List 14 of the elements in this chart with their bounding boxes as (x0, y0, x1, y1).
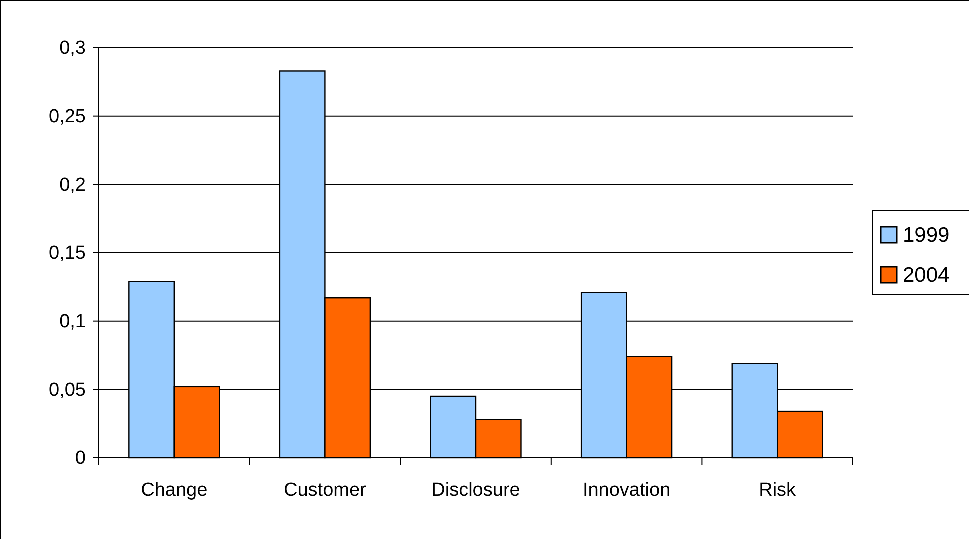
x-tick-label: Customer (284, 480, 368, 501)
legend-label: 1999 (903, 224, 950, 247)
y-tick-label: 0 (75, 448, 86, 470)
x-tick-label: Change (141, 480, 208, 501)
x-tick-label: Disclosure (432, 480, 520, 501)
legend-label: 2004 (903, 264, 950, 287)
y-tick-label: 0,15 (49, 243, 86, 264)
x-tick-label: Innovation (582, 480, 671, 501)
x-tick-label: Risk (759, 480, 797, 501)
y-tick-label: 0,1 (60, 311, 86, 332)
y-tick-label: 0,05 (49, 380, 86, 401)
y-tick-label: 0,3 (60, 38, 86, 60)
y-tick-label: 0,25 (49, 106, 86, 128)
y-tick-label: 0,2 (60, 174, 86, 196)
